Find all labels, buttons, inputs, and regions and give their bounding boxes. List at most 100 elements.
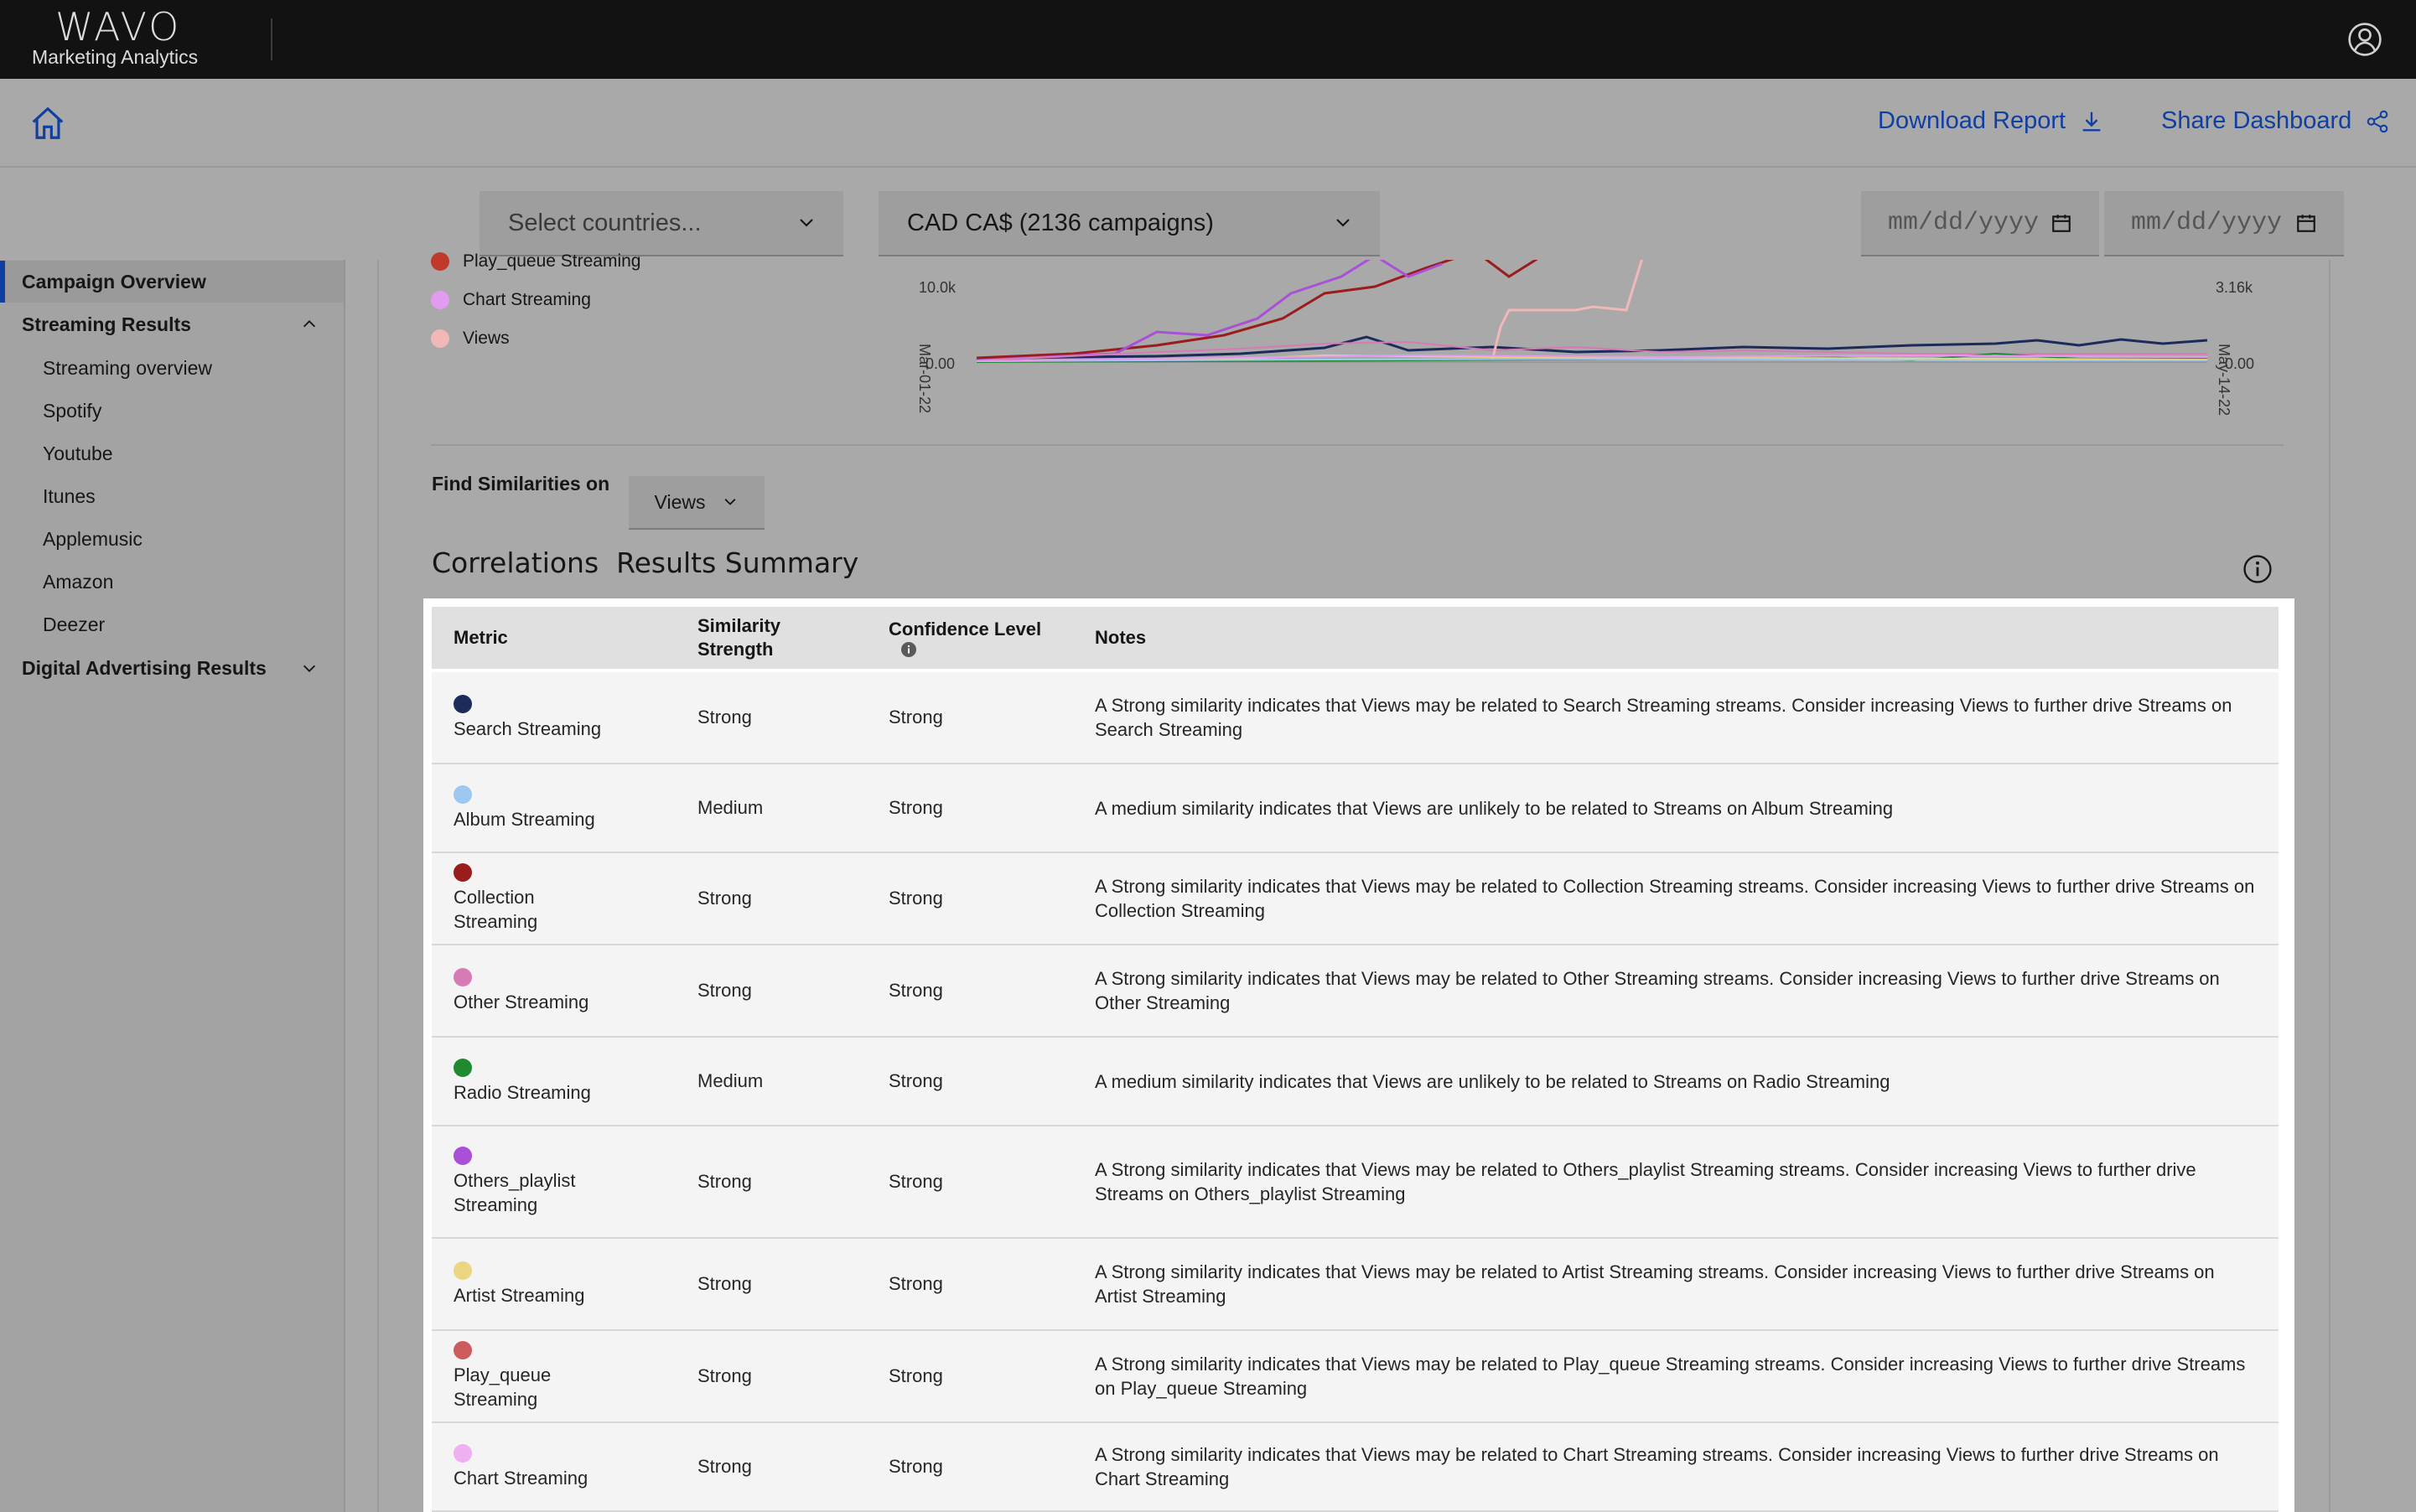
sidebar-item-itunes[interactable]: Itunes <box>0 475 344 517</box>
notes-cell: A Strong similarity indicates that Views… <box>1095 1261 2215 1307</box>
metric-cell: Artist Streaming <box>454 1239 688 1329</box>
countries-select[interactable]: Select countries... <box>480 191 843 256</box>
chevron-down-icon <box>303 665 316 672</box>
sidebar-item-applemusic[interactable]: Applemusic <box>0 518 344 560</box>
metric-cell: Play_queue Streaming <box>454 1331 688 1421</box>
metric-cell: Others_playlist Streaming <box>454 1126 688 1237</box>
legend-item[interactable]: Chart Streaming <box>431 290 591 310</box>
y-left-tick: 0.00 <box>925 355 956 372</box>
user-account-icon[interactable] <box>2347 22 2382 57</box>
column-header-label: Notes <box>1095 627 1147 648</box>
metric-name: Play_queue Streaming <box>454 1364 552 1410</box>
share-dashboard-button[interactable]: Share Dashboard <box>2161 107 2390 135</box>
dashboard-header: Download Report Share Dashboard <box>0 79 2416 168</box>
table-row[interactable]: Play_queue Streaming Strong Strong A Strong… <box>432 1331 2279 1423</box>
table-row[interactable]: Artist Streaming Strong Strong A Strong sim… <box>432 1239 2279 1331</box>
series-line-views <box>1491 260 1644 361</box>
confidence-level-cell: Strong <box>889 980 943 1001</box>
sidebar-item-streaming-overview[interactable]: Streaming overview <box>0 347 344 389</box>
start-date-input[interactable]: mm/dd/yyyy <box>1861 191 2099 256</box>
chevron-up-icon <box>303 320 316 328</box>
sidebar-item-label: Applemusic <box>43 527 143 550</box>
metric-color-dot <box>454 694 472 713</box>
download-report-button[interactable]: Download Report <box>1878 107 2104 135</box>
info-icon[interactable] <box>2242 553 2273 585</box>
column-header-metric[interactable]: Metric <box>454 607 671 669</box>
calendar-icon <box>2297 215 2315 232</box>
similarity-strength-cell: Medium <box>697 1070 764 1091</box>
metric-color-dot <box>454 784 472 804</box>
column-header-similarity-strength[interactable]: Similarity Strength <box>697 607 823 669</box>
y-right-tick: 3.16k <box>2216 279 2253 296</box>
confidence-level-cell: Strong <box>889 707 943 728</box>
confidence-level-cell: Strong <box>889 1365 943 1386</box>
similarity-strength-cell: Strong <box>697 980 752 1001</box>
legend-swatch <box>431 329 449 348</box>
currency-select[interactable]: CAD CA$ (2136 campaigns) <box>879 191 1380 256</box>
sidebar-item-deezer[interactable]: Deezer <box>0 603 344 645</box>
sidebar-item-campaign-overview[interactable]: Campaign Overview <box>0 261 344 303</box>
metric-name: Chart Streaming <box>454 1467 588 1489</box>
sidebar-item-label: Streaming Results <box>22 313 191 335</box>
table-row[interactable]: Others_playlist Streaming Strong Strong A S… <box>432 1126 2279 1239</box>
table-row[interactable]: Album Streaming Medium Strong A medium simi… <box>432 764 2279 853</box>
similarity-strength-cell: Strong <box>697 707 752 728</box>
similarity-strength-cell: Medium <box>697 797 764 818</box>
metric-name: Search Streaming <box>454 717 602 739</box>
table-row[interactable]: Chart Streaming Strong Strong A Strong simi… <box>432 1423 2279 1512</box>
series-line-other <box>976 340 2207 361</box>
start-date-placeholder: mm/dd/yyyy <box>1888 209 2040 237</box>
series-line-album <box>976 357 2207 362</box>
sidebar-item-amazon[interactable]: Amazon <box>0 561 344 603</box>
table-row[interactable]: Other Streaming Strong Strong A Strong simi… <box>432 945 2279 1038</box>
sidebar-item-youtube[interactable]: Youtube <box>0 432 344 474</box>
legend-swatch <box>431 252 449 271</box>
sidebar-group-digital-advertising[interactable]: Digital Advertising Results <box>0 647 344 689</box>
chevron-down-icon <box>724 499 736 505</box>
dashboard-card <box>377 260 2330 1512</box>
table-row[interactable]: Search Streaming Strong Strong A Strong sim… <box>432 672 2279 764</box>
notes-cell: A Strong similarity indicates that Views… <box>1095 1354 2246 1399</box>
metric-cell: Collection Streaming <box>454 853 688 944</box>
end-date-placeholder: mm/dd/yyyy <box>2131 209 2283 237</box>
sidebar-group-streaming-results[interactable]: Streaming Results <box>0 303 344 345</box>
confidence-level-cell: Strong <box>889 888 943 909</box>
top-app-bar: WAVO Marketing Analytics <box>0 0 2416 79</box>
notes-cell: A Strong similarity indicates that Views… <box>1095 1444 2219 1489</box>
similarity-strength-cell: Strong <box>697 888 752 909</box>
metric-name: Others_playlist Streaming <box>454 1170 576 1215</box>
metric-cell: Chart Streaming <box>454 1423 688 1510</box>
app-logo[interactable]: WAVO Marketing Analytics <box>32 8 198 69</box>
column-header-label: Metric <box>454 627 508 648</box>
table-row[interactable]: Radio Streaming Medium Strong A medium simi… <box>432 1038 2279 1126</box>
topbar-divider <box>271 18 272 60</box>
table-row[interactable]: Collection Streaming Strong Strong A Strong… <box>432 853 2279 945</box>
legend-item[interactable]: Views <box>431 329 510 349</box>
series-line-chart <box>976 354 2208 362</box>
similarity-strength-cell: Strong <box>697 1456 752 1477</box>
legend-label: Views <box>463 329 510 348</box>
column-header-confidence-level[interactable]: Confidence Level <box>889 607 1073 669</box>
home-icon[interactable] <box>29 104 67 142</box>
info-icon[interactable] <box>900 641 917 658</box>
app-subtitle: Marketing Analytics <box>32 46 199 68</box>
similarity-metric-select[interactable]: Views <box>629 476 765 530</box>
legend-label: Play_queue Streaming <box>463 251 641 271</box>
end-date-input[interactable]: mm/dd/yyyy <box>2104 191 2344 256</box>
sidebar-item-label: Deezer <box>43 613 106 635</box>
metric-cell: Other Streaming <box>454 945 688 1036</box>
column-header-notes[interactable]: Notes <box>1095 607 1346 669</box>
similarity-strength-cell: Strong <box>697 1365 752 1386</box>
notes-cell: A Strong similarity indicates that Views… <box>1095 876 2255 921</box>
metric-color-dot <box>454 1443 472 1463</box>
confidence-level-cell: Strong <box>889 1171 943 1192</box>
calendar-icon <box>2052 215 2071 232</box>
sidebar-item-label: Youtube <box>43 442 113 464</box>
metric-cell: Album Streaming <box>454 764 688 852</box>
y-left-tick: 10.0k <box>919 279 957 296</box>
metric-name: Collection Streaming <box>454 887 538 932</box>
streaming-line-chart <box>976 260 2208 363</box>
legend-item[interactable]: Play_queue Streaming <box>431 251 640 272</box>
similarity-strength-cell: Strong <box>697 1273 752 1294</box>
sidebar-item-spotify[interactable]: Spotify <box>0 390 344 432</box>
